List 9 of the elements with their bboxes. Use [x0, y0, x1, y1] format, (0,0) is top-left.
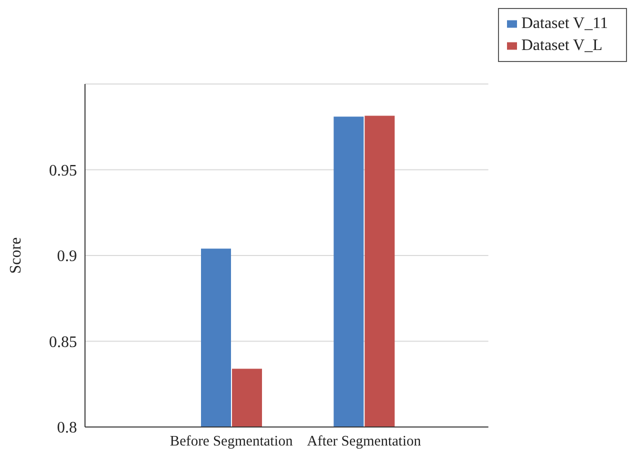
x-tick-label: After Segmentation — [307, 433, 422, 450]
y-tick-label: 0.8 — [57, 420, 77, 437]
y-axis-title: Score — [8, 237, 25, 274]
x-tick-label: Before Segmentation — [170, 433, 294, 450]
y-tick-label: 0.95 — [49, 162, 77, 180]
legend-label: Dataset V_11 — [521, 15, 608, 32]
y-tick-label: 0.85 — [49, 334, 77, 351]
y-tick-label: 0.9 — [57, 248, 77, 266]
legend-label: Dataset V_L — [521, 37, 602, 54]
